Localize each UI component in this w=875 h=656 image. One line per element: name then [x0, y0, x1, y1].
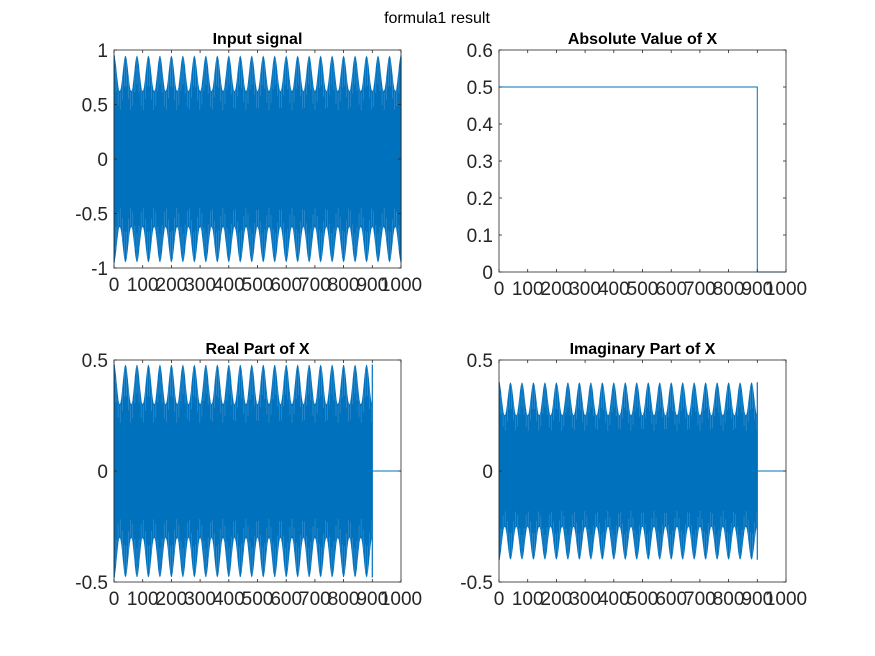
- x-tick-label: 700: [684, 589, 716, 610]
- y-tick-label: 0: [482, 462, 493, 483]
- x-tick-label: 500: [242, 275, 274, 296]
- x-tick-label: 900: [741, 589, 773, 610]
- figure-suptitle: formula1 result: [384, 10, 490, 27]
- x-tick-label: 400: [598, 279, 630, 300]
- y-tick-label: 0: [97, 462, 108, 483]
- x-tick-label: 700: [299, 275, 331, 296]
- axes-title: Imaginary Part of X: [570, 341, 716, 358]
- x-tick-label: 600: [655, 589, 687, 610]
- x-tick-label: 100: [127, 589, 159, 610]
- x-tick-label: 200: [541, 589, 573, 610]
- x-tick-label: 400: [213, 589, 245, 610]
- x-tick-label: 500: [627, 589, 659, 610]
- y-tick-label: 0.2: [467, 189, 493, 210]
- x-tick-label: 600: [270, 589, 302, 610]
- x-tick-label: 700: [684, 279, 716, 300]
- x-tick-label: 100: [127, 275, 159, 296]
- x-tick-label: 200: [541, 279, 573, 300]
- y-tick-label: -0.5: [75, 573, 108, 594]
- x-tick-label: 1000: [765, 589, 807, 610]
- x-tick-label: 1000: [765, 279, 807, 300]
- x-tick-label: 300: [184, 589, 216, 610]
- axes-layer: 0 1002003004005006007008009001000-1-0.500…: [75, 31, 807, 610]
- x-tick-label: 900: [356, 589, 388, 610]
- x-tick-label: 0: [494, 279, 505, 300]
- x-tick-label: 0: [109, 589, 120, 610]
- x-tick-label: 600: [270, 275, 302, 296]
- x-tick-label: 300: [569, 279, 601, 300]
- y-tick-label: 0.5: [467, 78, 493, 99]
- x-tick-label: 300: [184, 275, 216, 296]
- x-tick-label: 900: [741, 279, 773, 300]
- series-band: [499, 382, 758, 560]
- y-tick-label: 0.4: [467, 115, 494, 136]
- y-tick-label: -0.5: [460, 573, 493, 594]
- x-tick-label: 900: [356, 275, 388, 296]
- x-tick-label: 800: [328, 589, 360, 610]
- x-tick-label: 700: [299, 589, 331, 610]
- y-tick-label: 0.5: [82, 351, 108, 372]
- x-tick-label: 0: [494, 589, 505, 610]
- x-tick-label: 200: [156, 589, 188, 610]
- x-tick-label: 500: [242, 589, 274, 610]
- y-tick-label: 1: [97, 41, 108, 62]
- x-tick-label: 100: [512, 589, 544, 610]
- x-tick-label: 400: [213, 275, 245, 296]
- y-tick-label: -0.5: [75, 205, 108, 226]
- y-tick-label: -1: [91, 259, 108, 280]
- x-tick-label: 100: [512, 279, 544, 300]
- y-tick-label: 0: [482, 263, 493, 284]
- y-tick-label: 0: [97, 150, 108, 171]
- axes-title: Absolute Value of X: [568, 31, 718, 48]
- x-tick-label: 1000: [380, 275, 422, 296]
- series-band: [114, 55, 401, 263]
- x-tick-label: 1000: [380, 589, 422, 610]
- x-tick-label: 600: [655, 279, 687, 300]
- axes-title: Real Part of X: [205, 341, 309, 358]
- y-tick-label: 0.5: [82, 96, 108, 117]
- x-tick-label: 800: [713, 589, 745, 610]
- x-tick-label: 800: [328, 275, 360, 296]
- x-tick-label: 500: [627, 279, 659, 300]
- x-tick-label: 300: [569, 589, 601, 610]
- plot-area: [499, 50, 786, 272]
- y-tick-label: 0.5: [467, 351, 493, 372]
- y-tick-label: 0.6: [467, 41, 493, 62]
- series-band: [114, 364, 373, 578]
- y-tick-label: 0.3: [467, 152, 493, 173]
- x-tick-label: 0: [109, 275, 120, 296]
- axes-4: 0 1002003004005006007008009001000-0.500.5…: [460, 341, 807, 610]
- axes-3: 0 1002003004005006007008009001000-0.500.5…: [75, 341, 422, 610]
- y-tick-label: 0.1: [467, 226, 493, 247]
- x-tick-label: 400: [598, 589, 630, 610]
- x-tick-label: 200: [156, 275, 188, 296]
- axes-title: Input signal: [213, 31, 303, 48]
- x-tick-label: 800: [713, 279, 745, 300]
